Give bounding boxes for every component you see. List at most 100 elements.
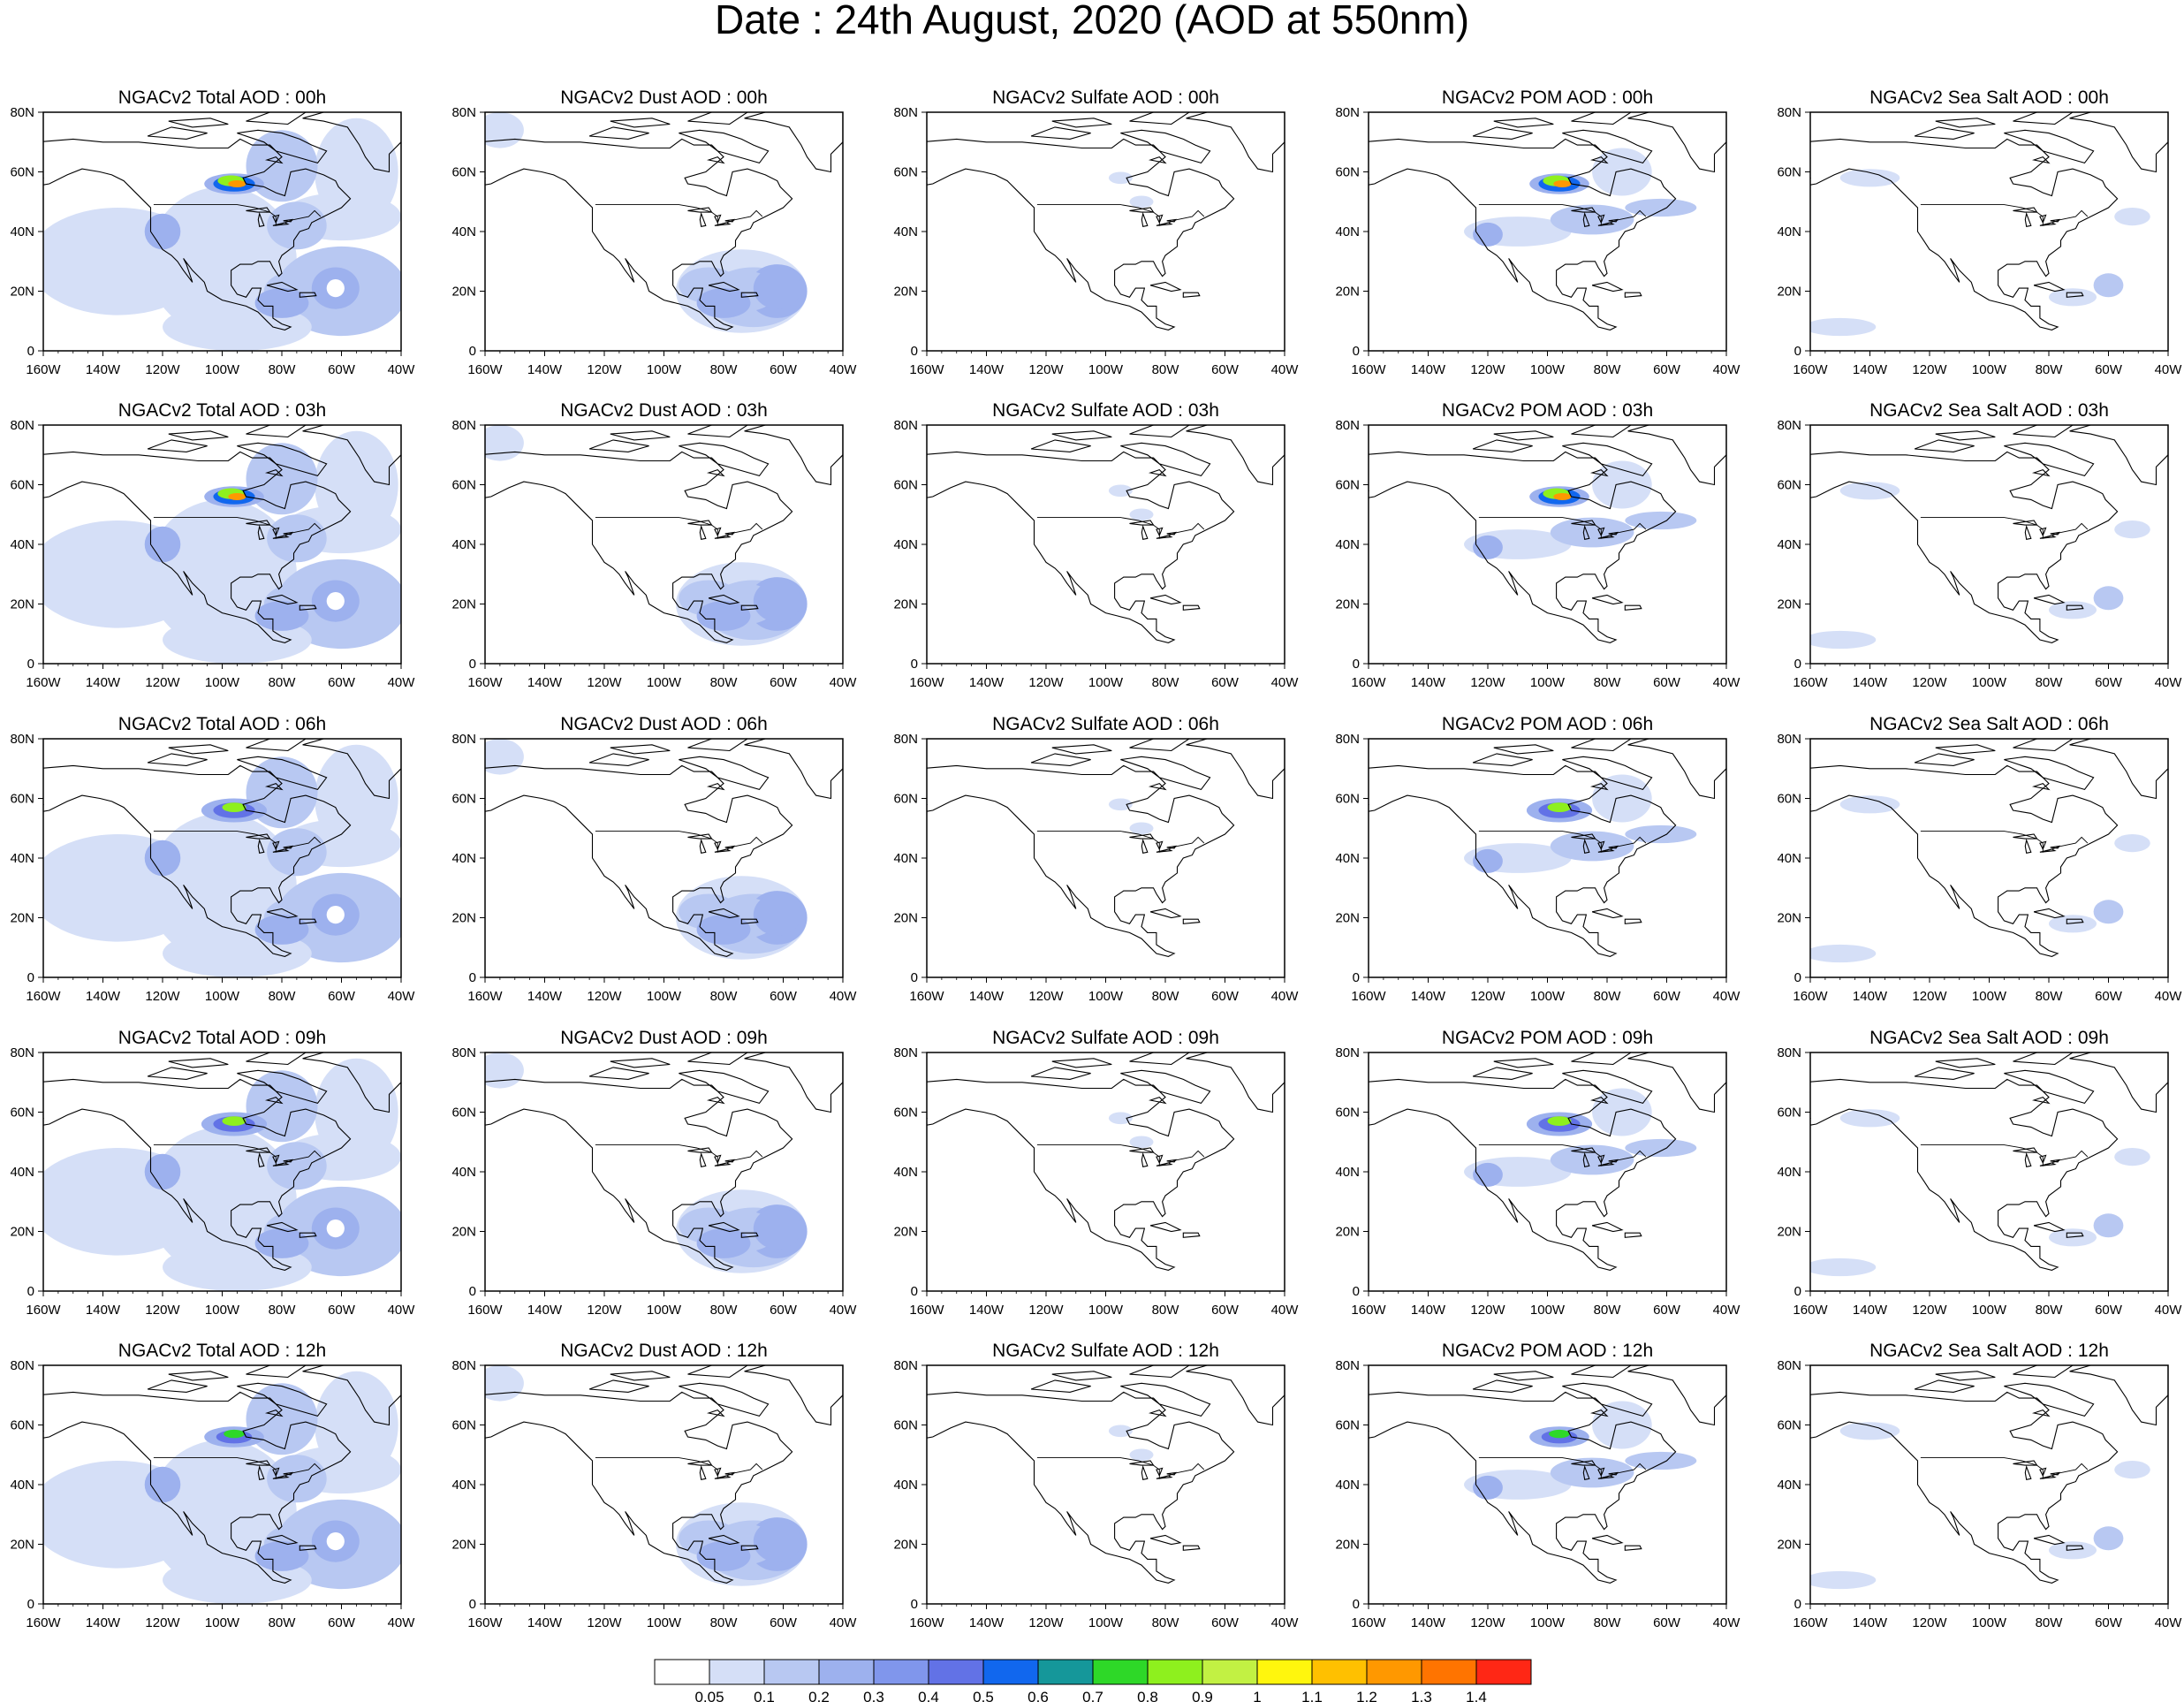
land-outline <box>1120 1069 1211 1105</box>
x-tick-label: 60W <box>2095 1303 2123 1318</box>
x-tick-label: 140W <box>1853 675 1888 690</box>
land-outline <box>1149 1221 1182 1233</box>
x-tick-label: 40W <box>1271 362 1300 377</box>
land-outline <box>1935 1058 1996 1068</box>
x-tick-label: 120W <box>145 675 180 690</box>
panel-title: NGACv2 Sea Salt AOD : 00h <box>1869 87 2109 108</box>
land-outline <box>272 222 290 226</box>
land-outline <box>302 425 401 486</box>
y-tick-label: 0 <box>1794 344 1801 359</box>
land-outline <box>1156 840 1164 851</box>
land-outline <box>687 1052 748 1066</box>
y-tick-label: 60N <box>1777 478 1801 493</box>
x-tick-label: 160W <box>1793 989 1828 1004</box>
country-border <box>1920 1457 2089 1479</box>
land-outline <box>1148 156 1167 164</box>
aod-region <box>1810 317 1877 337</box>
aod-region <box>326 592 345 611</box>
aod-field <box>1464 460 1697 559</box>
x-tick-label: 60W <box>1211 1303 1240 1318</box>
land-outline <box>272 848 290 853</box>
y-tick-label: 40N <box>1777 851 1801 866</box>
colorbar-swatch <box>709 1659 765 1685</box>
x-tick-label: 80W <box>2036 1615 2064 1630</box>
country-border <box>153 517 322 539</box>
x-tick-label: 120W <box>587 362 622 377</box>
land-outline <box>1589 1096 1609 1105</box>
land-outline <box>485 764 793 957</box>
land-outline <box>1562 442 1653 477</box>
y-tick-label: 60N <box>1335 165 1360 180</box>
map-panel: NGACv2 POM AOD : 00h 160W 140W 120W 100W 80W 6… <box>1335 87 1740 377</box>
aod-region <box>222 802 246 812</box>
x-tick-label: 40W <box>1713 989 1741 1004</box>
land-outline <box>1571 112 1632 125</box>
x-tick-label: 60W <box>1211 362 1240 377</box>
aod-field <box>1108 798 1154 835</box>
land-outline <box>2069 1365 2168 1426</box>
aod-region <box>1129 508 1154 521</box>
aod-region <box>326 279 345 298</box>
land-outline <box>1030 753 1091 766</box>
land-outline <box>2031 156 2051 164</box>
x-tick-label: 60W <box>328 1303 356 1318</box>
y-tick-label: 20N <box>451 597 476 612</box>
aod-region <box>315 118 398 226</box>
land-outline <box>1562 756 1653 791</box>
aod-region <box>1550 204 1634 235</box>
y-tick-label: 40N <box>10 1478 34 1493</box>
x-tick-label: 100W <box>1530 675 1566 690</box>
y-tick-label: 0 <box>911 970 918 985</box>
x-tick-label: 80W <box>2036 362 2064 377</box>
land-outline <box>1120 442 1211 477</box>
land-outline <box>1582 1151 1590 1167</box>
aod-region <box>315 744 398 853</box>
panel-title: NGACv2 Dust AOD : 12h <box>560 1341 768 1361</box>
x-tick-label: 60W <box>1653 675 1681 690</box>
aod-region <box>254 1228 309 1258</box>
aod-region <box>1839 1422 1900 1440</box>
land-outline <box>2013 1052 2074 1066</box>
coastline <box>927 112 1285 331</box>
x-tick-label: 120W <box>1912 989 1947 1004</box>
coastline <box>1810 739 2168 957</box>
aod-region <box>144 1153 181 1190</box>
aod-region <box>315 430 398 539</box>
land-outline <box>2069 739 2168 800</box>
aod-region <box>1129 822 1154 835</box>
colorbar-label: 1.4 <box>1466 1689 1487 1702</box>
x-tick-label: 120W <box>1470 675 1505 690</box>
x-tick-label: 80W <box>710 1615 739 1630</box>
land-outline <box>1369 764 1677 957</box>
x-tick-label: 120W <box>145 989 180 1004</box>
land-outline <box>168 118 229 128</box>
y-tick-label: 80N <box>1335 732 1360 747</box>
aod-region <box>1625 824 1697 844</box>
y-tick-label: 0 <box>911 1597 918 1612</box>
colorbar-label: 1.3 <box>1411 1689 1432 1702</box>
land-outline <box>1591 1534 1624 1546</box>
land-outline <box>1156 1162 1173 1166</box>
land-outline <box>610 744 671 755</box>
aod-field <box>1464 1401 1697 1500</box>
aod-region <box>1550 1457 1634 1488</box>
x-tick-label: 60W <box>328 675 356 690</box>
y-tick-label: 20N <box>10 1225 34 1240</box>
land-outline <box>266 594 299 605</box>
y-tick-label: 80N <box>1335 1358 1360 1373</box>
land-outline <box>2039 222 2057 226</box>
x-tick-label: 100W <box>1972 989 2007 1004</box>
land-outline <box>2069 425 2168 486</box>
land-outline <box>1141 1464 1149 1480</box>
land-outline <box>237 129 328 164</box>
land-outline <box>679 442 770 477</box>
panel-title: NGACv2 Sulfate AOD : 00h <box>992 87 1219 108</box>
land-outline <box>706 1409 725 1417</box>
land-outline <box>1156 1467 1164 1478</box>
map-panel: NGACv2 Sulfate AOD : 12h 160W 140W 120W 100W… <box>893 1341 1299 1630</box>
panel-title: NGACv2 Sulfate AOD : 09h <box>992 1028 1219 1048</box>
y-tick-label: 20N <box>1777 597 1801 612</box>
y-tick-label: 60N <box>893 478 918 493</box>
x-tick-label: 160W <box>1793 1303 1828 1318</box>
y-tick-label: 0 <box>1794 1284 1801 1299</box>
